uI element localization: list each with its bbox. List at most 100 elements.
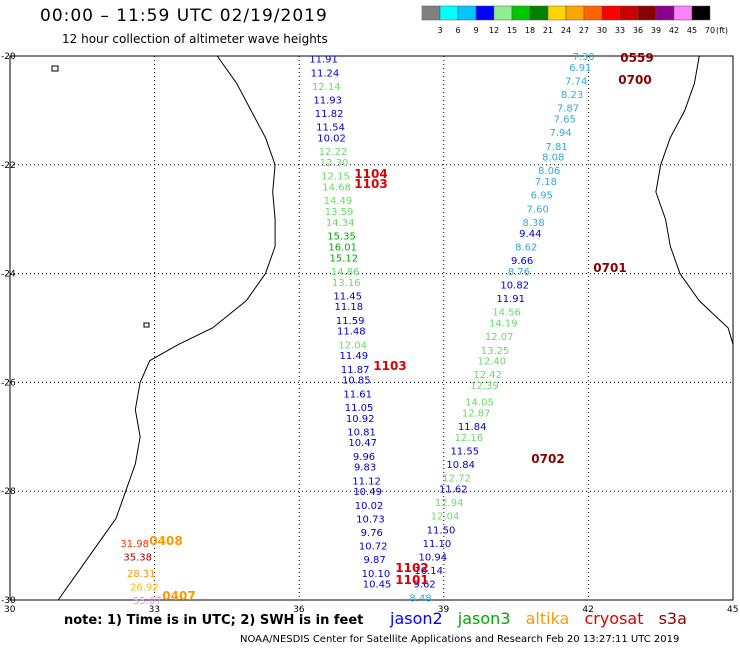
time-label: 1104: [354, 167, 387, 181]
legend-altika: altika: [525, 609, 570, 628]
wave-height-value: 15.35: [327, 232, 356, 243]
wave-height-value: 14.19: [489, 319, 518, 330]
wave-height-value: 11.48: [337, 327, 366, 338]
wave-height-value: 11.18: [334, 302, 363, 313]
wave-height-value: 10.72: [359, 542, 388, 553]
time-label: 1103: [354, 177, 387, 191]
wave-height-value: 9.44: [519, 229, 541, 240]
time-label: 1101: [395, 573, 428, 587]
colorbar-swatch: [691, 5, 711, 21]
wave-height-value: 11.91: [309, 55, 338, 66]
units-note: note: 1) Time is in UTC; 2) SWH is in fe…: [64, 613, 364, 628]
colorbar-label: 45: [687, 26, 697, 35]
wave-height-value: 11.45: [333, 291, 362, 302]
wave-height-value: 10.81: [347, 427, 376, 438]
map-subtitle: 12 hour collection of altimeter wave hei…: [62, 32, 328, 46]
colorbar-label: 9: [473, 26, 478, 35]
lat-tick-label: -24: [1, 270, 16, 280]
colorbar-label: 3: [437, 26, 442, 35]
wave-height-value: 13.16: [332, 278, 361, 289]
colorbar-label: 70: [705, 26, 715, 35]
wave-height-value: 35.38: [123, 552, 152, 563]
colorbar-label: 21: [543, 26, 553, 35]
wave-height-value: 16.01: [328, 242, 357, 253]
lat-tick-label: -26: [1, 378, 16, 388]
legend-s3a: s3a: [658, 609, 687, 628]
wave-height-value: 8.48: [409, 593, 431, 604]
wave-height-value: 10.94: [418, 552, 447, 563]
colorbar-label: 6: [455, 26, 460, 35]
wave-height-value: 11.05: [345, 403, 374, 414]
wave-height-value: 6.91: [569, 63, 591, 74]
lat-tick-label: -20: [1, 52, 16, 62]
wave-height-value: 12.07: [485, 332, 514, 343]
wave-height-value: 10.10: [362, 569, 391, 580]
wave-height-value: 8.08: [542, 153, 564, 164]
legend-cryosat: cryosat: [584, 609, 644, 628]
wave-height-value: 13.25: [481, 346, 510, 357]
island-shape: [143, 322, 150, 328]
wave-height-value: 8.62: [515, 242, 537, 253]
wave-height-value: 10.92: [346, 414, 375, 425]
wave-height-value: 6.95: [531, 191, 553, 202]
colorbar-label: 33: [615, 26, 625, 35]
wave-height-value: 12.15: [321, 172, 350, 183]
wave-height-value: 9.62: [413, 580, 435, 591]
wave-height-value: 10.47: [348, 438, 377, 449]
wave-height-value: 11.10: [423, 539, 452, 550]
wave-height-value: 12.39: [470, 381, 499, 392]
wave-height-value: 11.93: [313, 96, 342, 107]
wave-height-value: 11.82: [315, 109, 344, 120]
wave-height-value: 7.94: [550, 128, 572, 139]
wave-height-value: 11.24: [311, 68, 340, 79]
time-label: 0700: [618, 73, 651, 87]
madagascar-coastline: [655, 55, 734, 345]
satellite-legend: jason2 jason3 altika cryosat s3a: [390, 609, 697, 628]
lon-tick-label: 33: [149, 605, 160, 615]
colorbar-label: 24: [561, 26, 571, 35]
wave-height-value: 10.02: [317, 134, 346, 145]
wave-height-value: 14.05: [465, 397, 494, 408]
wave-height-value: 7.87: [557, 104, 579, 115]
colorbar-label: 18: [525, 26, 535, 35]
wave-height-value: 7.74: [565, 76, 587, 87]
africa-coastline: [57, 55, 276, 601]
legend-jason2: jason2: [390, 609, 443, 628]
colorbar-unit: (ft): [716, 26, 728, 35]
credit-line: NOAA/NESDIS Center for Satellite Applica…: [240, 634, 680, 645]
legend-jason3: jason3: [457, 609, 511, 628]
lon-tick-label: 36: [293, 605, 305, 615]
time-label: 1102: [395, 561, 428, 575]
wave-height-value: 8.06: [538, 166, 560, 177]
wave-height-value: 12.94: [435, 498, 464, 509]
wave-height-value: 31.98: [120, 539, 149, 550]
wave-height-value: 11.91: [496, 294, 525, 305]
wave-height-value: 11.54: [316, 123, 345, 134]
lat-tick-label: -30: [1, 596, 16, 606]
lon-tick-label: 42: [582, 605, 593, 615]
wave-height-value: 7.81: [545, 142, 567, 153]
wave-height-value: 10.84: [446, 460, 475, 471]
time-label: 0408: [149, 534, 182, 548]
wave-height-value: 11.62: [439, 484, 468, 495]
wave-height-value: 12.72: [442, 474, 471, 485]
wave-height-value: 8.76: [508, 267, 530, 278]
wave-height-value: 15.12: [329, 253, 358, 264]
wave-height-value: 10.45: [363, 580, 392, 591]
colorbar-label: 12: [489, 26, 499, 35]
wave-height-value: 10.14: [414, 566, 443, 577]
wave-height-value: 14.34: [326, 218, 355, 229]
wave-height-value: 12.16: [455, 433, 484, 444]
lat-tick-label: -22: [1, 161, 16, 171]
wave-height-value: 11.55: [450, 446, 479, 457]
map-title: 00:00 – 11:59 UTC 02/19/2019: [40, 6, 328, 26]
colorbar-label: 27: [579, 26, 589, 35]
wave-height-value: 14.49: [324, 196, 353, 207]
wave-height-value: 12.04: [338, 340, 367, 351]
wave-height-value: 11.87: [341, 365, 370, 376]
time-label: 0559: [620, 51, 653, 65]
wave-height-value: 12.42: [473, 370, 502, 381]
colorbar-legend: 3 6 9 12 15 18 21 24 27 30 33 36 39 42 45 70 (ft): [421, 5, 728, 35]
wave-height-value: 26.92: [130, 582, 159, 593]
